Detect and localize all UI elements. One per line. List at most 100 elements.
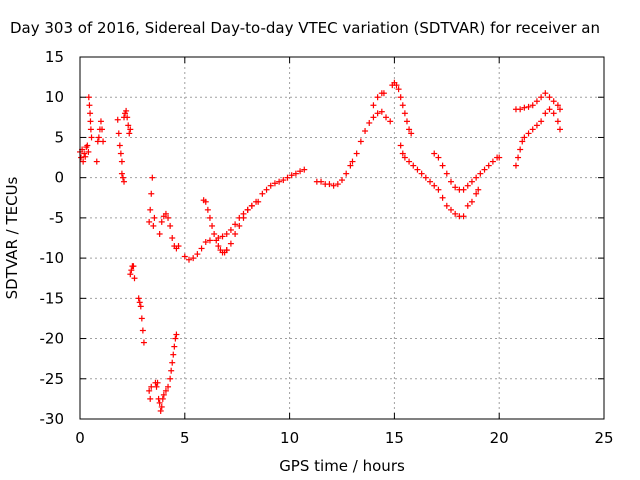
data-point [374,110,381,117]
data-point [546,94,553,101]
data-point [151,214,158,221]
data-point [87,118,94,125]
data-point [206,214,213,221]
data-point [529,102,536,109]
grid-lines [80,57,604,419]
data-point [206,237,213,244]
data-point [343,170,350,177]
y-tick-label: 0 [54,169,64,187]
data-point [439,194,446,201]
data-point [529,126,536,133]
data-point [399,150,406,157]
data-point [408,130,415,137]
x-tick-label: 0 [75,429,85,447]
data-point [147,395,154,402]
chart-title: Day 303 of 2016, Sidereal Day-to-day VTE… [10,19,600,37]
data-point [439,162,446,169]
data-point [422,174,429,181]
data-point [443,202,450,209]
data-point [271,180,278,187]
data-point [123,107,130,114]
data-point [431,150,438,157]
data-point [157,407,164,414]
x-axis-label: GPS time / hours [279,457,405,475]
data-point [99,126,106,133]
data-point [159,395,166,402]
data-point [267,182,274,189]
x-axis: 0 5 10 15 20 25 [75,57,614,447]
data-point [156,230,163,237]
data-point [204,206,211,213]
data-point [473,190,480,197]
data-point [117,150,124,157]
data-point [95,134,102,141]
data-point [148,190,155,197]
data-point [80,158,87,165]
data-point [550,110,557,117]
data-point [339,177,345,184]
data-point [172,335,179,342]
y-tick-label: -15 [40,289,65,307]
data-point [139,327,146,334]
data-point [525,103,532,110]
data-point [93,158,100,165]
data-point [154,379,161,386]
data-point [148,383,155,390]
data-point [464,182,471,189]
data-point [211,230,218,237]
data-point [118,158,125,165]
data-point [542,110,549,117]
data-point [118,170,125,177]
data-point [162,210,169,217]
data-point [519,138,526,145]
data-point [244,206,251,213]
data-point [173,331,180,338]
data-point [146,218,153,225]
data-point [240,214,247,221]
x-tick-label: 5 [180,429,190,447]
data-point [119,174,126,181]
data-points [77,79,563,414]
data-point [464,202,471,209]
data-point [248,202,255,209]
data-point [219,233,226,240]
data-point [215,243,222,250]
data-point [127,126,134,133]
data-point [190,255,197,262]
data-point [167,222,174,229]
data-point [334,181,341,188]
y-axis: -30 -25 -20 -15 -10 -5 0 5 10 15 [40,48,604,428]
data-point [410,162,417,169]
y-tick-label: -20 [40,330,65,348]
x-tick-label: 20 [490,429,509,447]
data-point [397,142,404,149]
y-tick-label: 15 [45,48,64,66]
data-point [175,243,182,250]
data-point [533,122,540,129]
data-point [280,177,287,184]
data-point [165,214,172,221]
plot-frame [79,56,605,420]
data-point [447,206,454,213]
data-point [435,186,442,193]
data-point [149,174,156,181]
data-point [171,343,178,350]
data-point [124,114,131,121]
data-point [115,130,122,137]
data-point [135,295,142,302]
y-tick-label: 10 [45,88,64,106]
data-point [556,106,563,113]
data-point [223,247,230,254]
data-point [194,251,201,258]
data-point [395,86,402,93]
x-tick-label: 10 [280,429,299,447]
data-point [387,118,394,125]
data-point [378,108,385,115]
data-point [198,245,205,252]
data-point [202,239,209,246]
data-point [362,128,369,135]
data-point [82,153,89,160]
data-point [121,178,128,185]
